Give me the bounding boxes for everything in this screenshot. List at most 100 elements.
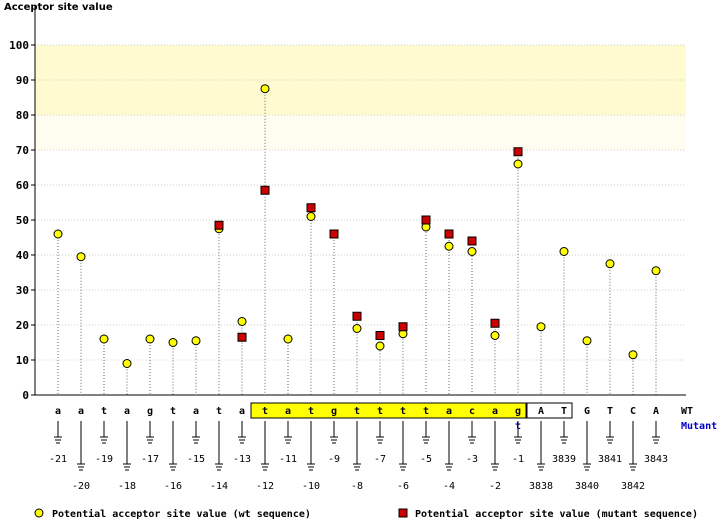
- base-label: a: [78, 406, 84, 417]
- position-label: -10: [302, 481, 320, 492]
- wt-point: [582, 336, 592, 346]
- base-label: t: [308, 406, 314, 417]
- y-tick-label: 30: [16, 284, 29, 297]
- position-label: -16: [164, 481, 182, 492]
- base-label: t: [170, 406, 176, 417]
- wt-row-label: WT: [681, 406, 693, 417]
- highlight-band: [35, 115, 686, 150]
- intron-highlight-box: [250, 402, 527, 419]
- base-label: t: [400, 406, 406, 417]
- base-label: C: [630, 406, 636, 417]
- position-label: -17: [141, 454, 159, 465]
- wt-point: [191, 336, 201, 346]
- mutant-point: [260, 185, 270, 195]
- position-label: -18: [118, 481, 136, 492]
- y-tick-label: 70: [16, 144, 29, 157]
- wt-point: [53, 229, 63, 239]
- legend-mutant-marker: [398, 508, 408, 518]
- y-tick-label: 10: [16, 354, 29, 367]
- base-label: t: [262, 406, 268, 417]
- wt-point: [168, 338, 178, 347]
- mutant-point: [513, 147, 523, 157]
- sequence-bases: a -21 a -20 t -19 a -18 g -17 t -16 a -15 t -14 a -13 t -12…: [49, 406, 668, 492]
- base-label: a: [492, 406, 498, 417]
- mutant-point: [490, 318, 500, 328]
- base-label: a: [285, 406, 291, 417]
- mutant-row-label: Mutant: [681, 421, 717, 432]
- base-label: A: [538, 406, 544, 417]
- position-label: 3840: [575, 481, 599, 492]
- legend-wt-label: Potential acceptor site value (wt sequen…: [52, 508, 311, 520]
- position-label: -3: [466, 454, 478, 465]
- y-tick-label: 0: [22, 389, 29, 402]
- position-label: -2: [489, 481, 501, 492]
- wt-point: [651, 266, 661, 276]
- base-label: t: [423, 406, 429, 417]
- y-axis: 0 10 20 30 40 50 60 70 80 90 100: [9, 5, 686, 402]
- y-tick-label: 90: [16, 74, 29, 87]
- wt-point: [536, 322, 546, 332]
- y-tick-label: 50: [16, 214, 29, 227]
- y-tick-label: 80: [16, 109, 29, 122]
- position-label: -1: [512, 454, 524, 465]
- wt-point: [99, 334, 109, 344]
- highlight-band: [35, 45, 686, 115]
- mutant-point: [306, 203, 316, 213]
- base-label: g: [331, 406, 337, 417]
- base-label: a: [124, 406, 130, 417]
- base-label: c: [469, 406, 475, 417]
- mutant-point: [214, 220, 224, 230]
- base-label: G: [584, 406, 590, 417]
- position-label: 3839: [552, 454, 576, 465]
- base-label: a: [446, 406, 452, 417]
- y-tick-label: 20: [16, 319, 29, 332]
- base-label: t: [101, 406, 107, 417]
- position-label: -11: [279, 454, 297, 465]
- wt-point: [306, 212, 316, 221]
- y-tick-label: 100: [9, 39, 29, 52]
- wt-point: [76, 252, 86, 262]
- base-label: a: [55, 406, 61, 417]
- mutant-point: [329, 229, 339, 239]
- position-label: -6: [397, 481, 409, 492]
- position-label: -15: [187, 454, 205, 465]
- position-label: 3842: [621, 481, 645, 492]
- exon-box: [526, 402, 573, 419]
- mutant-point: [467, 236, 477, 246]
- base-label: t: [354, 406, 360, 417]
- legend-mutant-label: Potential acceptor site value (mutant se…: [415, 508, 698, 520]
- position-label: -4: [443, 481, 455, 492]
- base-label: a: [193, 406, 199, 417]
- base-label: g: [147, 406, 153, 417]
- wt-point: [352, 324, 362, 333]
- legend-wt-marker: [34, 508, 44, 518]
- wt-point: [490, 331, 500, 340]
- position-label: -14: [210, 481, 228, 492]
- base-label: a: [239, 406, 245, 417]
- position-label: -5: [420, 454, 432, 465]
- grid-lines: [35, 44, 686, 361]
- position-label: 3843: [644, 454, 668, 465]
- position-label: -19: [95, 454, 113, 465]
- position-label: -20: [72, 481, 90, 492]
- position-label: -21: [49, 454, 67, 465]
- mutant-point: [421, 215, 431, 225]
- chart-title: Acceptor site value: [4, 2, 113, 13]
- wt-point: [145, 334, 155, 344]
- wt-point: [283, 334, 293, 344]
- mutant-point: [375, 331, 385, 340]
- stems: [57, 88, 657, 395]
- position-label: -8: [351, 481, 363, 492]
- base-label: t: [377, 406, 383, 417]
- position-label: -12: [256, 481, 274, 492]
- wt-point: [628, 350, 638, 360]
- position-label: 3841: [598, 454, 622, 465]
- wt-point: [260, 84, 270, 94]
- legend: Potential acceptor site value (wt sequen…: [34, 508, 698, 520]
- position-label: -13: [233, 454, 251, 465]
- wt-point: [237, 317, 247, 326]
- base-label: g: [515, 406, 521, 417]
- mutant-point: [398, 322, 408, 332]
- base-label: t: [216, 406, 222, 417]
